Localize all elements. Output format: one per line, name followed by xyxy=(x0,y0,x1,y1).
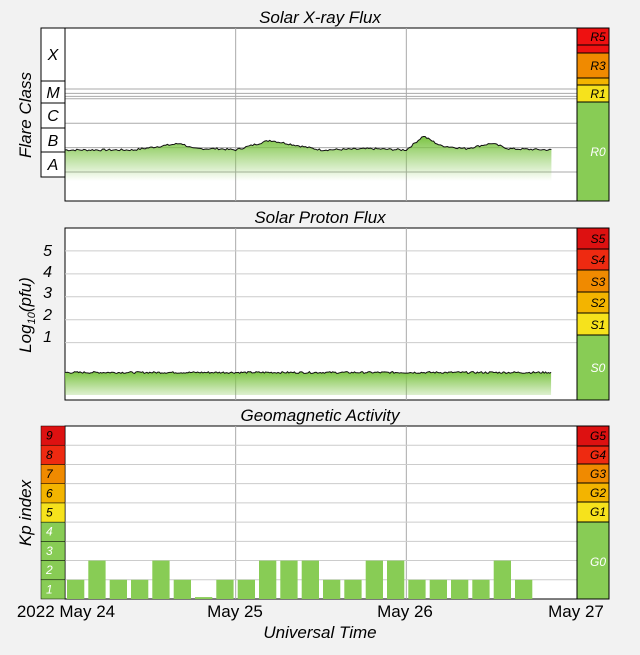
kp-level-cell xyxy=(40,560,66,581)
scale-r5: R5 xyxy=(590,30,606,44)
xray-flux-area xyxy=(65,136,552,181)
geomagnetic-storm-scale: G5 G4 G3 G2 G1 G0 xyxy=(576,425,610,600)
proton-ylabel-main: Log xyxy=(16,324,35,353)
kp-bar xyxy=(280,560,298,599)
kp-bar xyxy=(88,560,106,599)
xray-ylabel: Flare Class xyxy=(16,72,35,158)
solar-radiation-scale: S5 S4 S3 S2 S1 S0 xyxy=(576,227,610,401)
kp-bar xyxy=(67,579,85,599)
flare-class-a: A xyxy=(47,157,59,174)
scale-g0: G0 xyxy=(590,555,606,569)
x-tick-may26: May 26 xyxy=(377,602,433,621)
kp-level-label: 3 xyxy=(46,544,53,558)
kp-bar xyxy=(344,579,362,599)
kp-bar xyxy=(259,560,277,599)
scale-r3: R3 xyxy=(590,59,606,73)
xray-flux-line xyxy=(64,136,552,152)
kp-bar xyxy=(195,597,213,599)
kp-level-label: 2 xyxy=(45,563,53,577)
kp-bar xyxy=(408,579,426,599)
kp-bar xyxy=(152,560,170,599)
kp-bar xyxy=(515,579,533,599)
flare-class-c: C xyxy=(47,108,59,125)
kp-level-label: 8 xyxy=(46,448,53,462)
geomag-title: Geomagnetic Activity xyxy=(240,406,401,425)
proton-tick-3: 3 xyxy=(43,285,52,302)
kp-bar xyxy=(472,579,490,599)
proton-ylabel-tail: (pfu) xyxy=(16,277,35,312)
proton-tick-2: 2 xyxy=(42,307,52,324)
kp-level-cell xyxy=(40,464,66,484)
radio-blackout-scale: R5 R3 R1 R0 xyxy=(576,27,610,202)
proton-plot-area xyxy=(64,227,578,401)
scale-s3: S3 xyxy=(591,275,606,289)
kp-bar xyxy=(109,579,127,599)
scale-s2: S2 xyxy=(591,296,606,310)
scale-g5: G5 xyxy=(590,429,606,443)
scale-g2: G2 xyxy=(590,486,606,500)
label-layer: 1 2 3 4 5 6 7 8 9 xyxy=(40,425,66,600)
scale-g4: G4 xyxy=(590,448,606,462)
kp-bar xyxy=(387,560,405,599)
kp-level-label: 5 xyxy=(46,506,53,520)
kp-level-label: 6 xyxy=(46,486,53,500)
flare-class-column: X M C B A xyxy=(40,27,66,178)
kp-level-label: 9 xyxy=(46,429,53,443)
proton-ylabel-sub: 10 xyxy=(26,311,38,324)
proton-y-ticks: 5 4 3 2 1 xyxy=(42,243,52,346)
kp-bar xyxy=(365,560,383,599)
scale-s5: S5 xyxy=(591,232,606,246)
kp-level-label: 7 xyxy=(46,467,54,481)
kp-level-cell xyxy=(40,502,66,523)
x-tick-may24: 2022 May 24 xyxy=(17,602,115,621)
kp-level-cell xyxy=(40,483,66,504)
scale-s1: S1 xyxy=(591,318,606,332)
geomag-ylabel: Kp index xyxy=(16,479,35,546)
kp-bar xyxy=(429,579,447,599)
geomag-plot-area xyxy=(64,425,578,600)
flare-class-b: B xyxy=(48,133,59,150)
proton-flux-area xyxy=(65,371,552,395)
scale-r1: R1 xyxy=(590,87,605,101)
scale-s4: S4 xyxy=(591,253,606,267)
kp-level-cell xyxy=(40,541,66,561)
kp-bar xyxy=(301,560,319,599)
xray-title: Solar X-ray Flux xyxy=(259,8,381,27)
proton-flux-line xyxy=(65,370,552,375)
kp-level-cell xyxy=(40,444,66,465)
data-layer xyxy=(64,136,552,599)
kp-bar xyxy=(323,579,341,599)
proton-tick-1: 1 xyxy=(43,329,52,346)
kp-bar xyxy=(237,579,255,599)
x-tick-may27: May 27 xyxy=(548,602,604,621)
kp-bar xyxy=(216,579,234,599)
proton-tick-5: 5 xyxy=(43,243,52,260)
kp-level-cell xyxy=(40,425,66,446)
scale-s0: S0 xyxy=(591,361,606,375)
flare-class-m: M xyxy=(46,85,60,102)
kp-bar xyxy=(451,579,469,599)
scale-r0: R0 xyxy=(590,145,606,159)
kp-level-label: 4 xyxy=(46,525,53,539)
kp-bar xyxy=(131,579,149,599)
scale-g3: G3 xyxy=(590,467,606,481)
proton-title: Solar Proton Flux xyxy=(254,208,386,227)
kp-level-label: 1 xyxy=(46,582,53,596)
kp-bar xyxy=(493,560,511,599)
scale-g1: G1 xyxy=(590,505,606,519)
x-tick-may25: May 25 xyxy=(207,602,263,621)
flare-class-x: X xyxy=(47,47,60,64)
kp-bar xyxy=(173,579,191,599)
kp-level-cell xyxy=(40,579,66,600)
proton-ylabel: Log10(pfu) xyxy=(16,277,38,353)
x-axis-title: Universal Time xyxy=(263,623,376,642)
proton-tick-4: 4 xyxy=(43,264,52,281)
kp-level-cell xyxy=(40,521,66,542)
